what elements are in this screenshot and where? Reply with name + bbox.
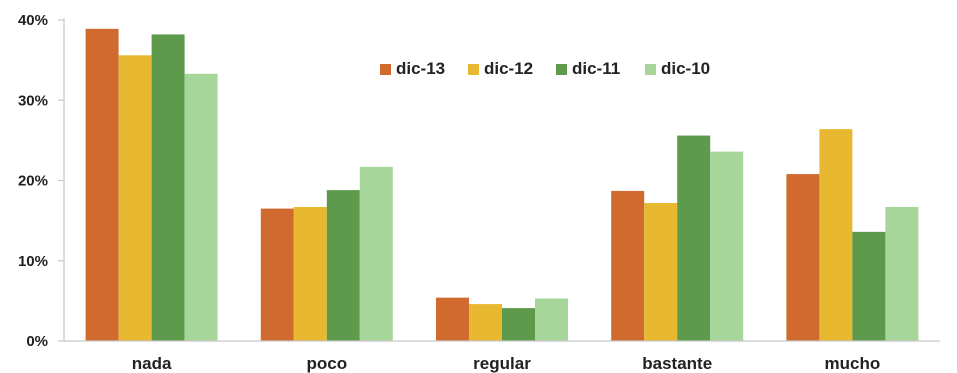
bar-mucho-dic-12 <box>819 129 853 341</box>
bar-poco-dic-11 <box>326 190 360 341</box>
bar-bastante-dic-10 <box>710 151 744 341</box>
x-axis: nada poco regular bastante mucho <box>64 340 940 373</box>
bars <box>85 28 919 342</box>
bar-poco-dic-13 <box>260 208 294 341</box>
y-tick-label: 40% <box>18 12 48 29</box>
y-axis: 0% 10% 20% 30% 40% <box>18 12 65 350</box>
x-tick-label-nada: nada <box>132 354 172 373</box>
legend-label-dic-11: dic-11 <box>572 59 620 78</box>
bar-poco-dic-10 <box>359 166 393 341</box>
bar-regular-dic-13 <box>436 297 469 341</box>
bar-poco-dic-12 <box>293 206 327 341</box>
bar-regular-dic-10 <box>535 298 568 341</box>
x-tick-label-bastante: bastante <box>642 354 712 373</box>
bar-regular-dic-12 <box>469 304 502 341</box>
bar-bastante-dic-12 <box>644 202 678 341</box>
bar-mucho-dic-11 <box>852 231 886 341</box>
x-tick-label-regular: regular <box>473 354 531 373</box>
bar-nada-dic-13 <box>85 28 119 341</box>
y-tick-label: 20% <box>18 173 48 190</box>
legend-label-dic-10: dic-10 <box>661 59 710 78</box>
x-tick-label-mucho: mucho <box>825 354 881 373</box>
bar-regular-dic-11 <box>502 308 535 341</box>
legend-swatch-dic-12 <box>468 64 479 75</box>
bar-nada-dic-12 <box>118 55 152 342</box>
legend-swatch-dic-10 <box>645 64 656 75</box>
legend-label-dic-12: dic-12 <box>484 59 533 78</box>
legend-swatch-dic-11 <box>556 64 567 75</box>
y-tick-label: 30% <box>18 92 48 109</box>
legend-swatch-dic-13 <box>380 64 391 75</box>
y-tick-label: 0% <box>26 333 48 350</box>
bar-bastante-dic-11 <box>677 135 711 341</box>
bar-mucho-dic-10 <box>885 206 919 341</box>
bar-mucho-dic-13 <box>786 174 820 341</box>
bar-bastante-dic-13 <box>611 190 645 341</box>
legend: dic-13 dic-12 dic-11 dic-10 <box>380 59 710 78</box>
x-tick-label-poco: poco <box>306 354 347 373</box>
y-tick-label: 10% <box>18 253 48 270</box>
legend-label-dic-13: dic-13 <box>396 59 445 78</box>
bar-nada-dic-10 <box>184 73 218 341</box>
bar-nada-dic-11 <box>151 34 185 341</box>
